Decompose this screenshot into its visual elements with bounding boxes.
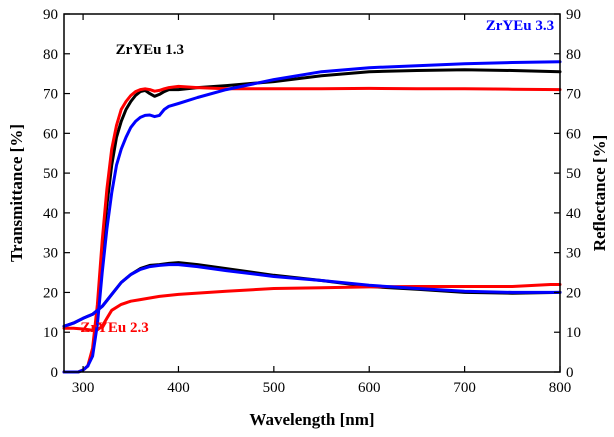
y-tick-label: 20: [43, 285, 58, 301]
x-tick-label: 300: [72, 380, 95, 396]
y-axis-title: Transmittance [%]: [7, 124, 26, 262]
y-tick-label: 80: [43, 47, 58, 63]
zryeu-2-3-transmittance-line: [62, 84, 562, 374]
y2-tick-label: 10: [566, 325, 581, 341]
zryeu-1-3-label: ZrYEu 1.3: [116, 42, 184, 58]
x-tick-label: 700: [453, 380, 476, 396]
x-tick-label: 500: [263, 380, 286, 396]
y-tick-label: 60: [43, 126, 58, 142]
y2-axis-title: Reflectance [%]: [590, 135, 609, 252]
y-tick-label: 70: [43, 87, 58, 103]
series-layer: [62, 60, 562, 374]
zryeu-2-3-label: ZrYEu 2.3: [80, 320, 148, 336]
y2-tick-label: 20: [566, 285, 581, 301]
y2-tick-label: 50: [566, 166, 581, 182]
x-tick-label: 600: [358, 380, 381, 396]
zryeu-1-3-reflectance-line: [62, 261, 562, 328]
y-tick-label: 30: [43, 246, 58, 262]
x-tick-label: 400: [167, 380, 190, 396]
x-tick-label: 800: [549, 380, 572, 396]
y2-tick-label: 30: [566, 246, 581, 262]
y-tick-label: 90: [43, 7, 58, 23]
x-axis-title: Wavelength [nm]: [249, 410, 374, 429]
y2-tick-label: 80: [566, 47, 581, 63]
y2-tick-label: 60: [566, 126, 581, 142]
y-tick-label: 10: [43, 325, 58, 341]
zryeu-3-3-reflectance-line: [62, 263, 562, 328]
y-tick-label: 40: [43, 206, 58, 222]
y2-tick-label: 40: [566, 206, 581, 222]
y-tick-label: 0: [51, 365, 59, 381]
y2-tick-label: 90: [566, 7, 581, 23]
series-label-layer: ZrYEu 1.3 ZrYEu 2.3 ZrYEu 3.3: [80, 18, 554, 336]
plot-frame: [63, 13, 561, 373]
y-tick-label: 50: [43, 166, 58, 182]
zryeu-3-3-label: ZrYEu 3.3: [486, 18, 554, 34]
y2-tick-label: 0: [566, 365, 574, 381]
y2-tick-label: 70: [566, 87, 581, 103]
zryeu-3-3-transmittance-line: [62, 60, 562, 374]
